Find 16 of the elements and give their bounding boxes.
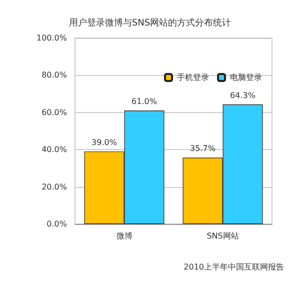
- data-label: 35.7%: [190, 144, 216, 154]
- y-tick-label: 60.0%: [42, 108, 68, 117]
- data-label: 61.0%: [132, 97, 158, 106]
- text: 2010上半年中国互联网报告: [184, 262, 284, 272]
- legend-label: 手机登录: [177, 73, 209, 82]
- y-tick-label: 40.0%: [42, 145, 68, 154]
- legend-label: 电脑登录: [230, 73, 262, 82]
- data-label: 64.3%: [230, 90, 256, 100]
- y-tick-label: 20.0%: [42, 182, 68, 192]
- y-tick-label: 100.0%: [36, 34, 68, 42]
- y-tick-label: 0.0%: [46, 220, 68, 228]
- x-tick-label: 微博: [116, 232, 132, 240]
- x-tick-label: SNS网站: [206, 232, 239, 240]
- data-label: 39.0%: [92, 138, 118, 147]
- y-tick-label: 80.0%: [42, 70, 68, 80]
- chart-title: 用户登录微博与SNS网站的方式分布统计: [68, 18, 232, 28]
